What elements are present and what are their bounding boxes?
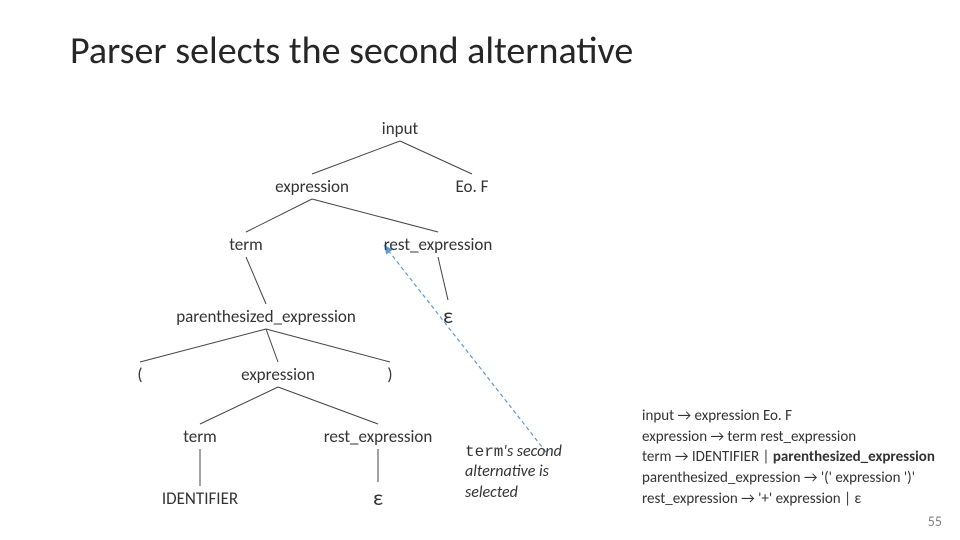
tree-node-rparen: ) [387, 364, 392, 385]
tree-node-lparen: ( [137, 364, 142, 385]
callout-caption: term's second alternative is selected [465, 442, 562, 503]
tree-node-eps1: ε [443, 302, 453, 329]
page-number: 55 [928, 513, 942, 530]
caption-l1: 's second [503, 442, 561, 461]
grammar-line: parenthesized_expression → '(' expressio… [642, 468, 935, 489]
tree-node-expression2: expression [241, 364, 315, 385]
grammar-line: rest_expression → '+' expression | ε [642, 489, 935, 510]
grammar-rules: input → expression Eo. Fexpression → ter… [642, 406, 935, 509]
tree-node-expression1: expression [275, 176, 349, 197]
grammar-line: input → expression Eo. F [642, 406, 935, 427]
tree-node-paren: parenthesized_expression [176, 306, 356, 327]
tree-node-term1: term [229, 234, 262, 255]
tree-node-identifier: IDENTIFIER [162, 488, 238, 509]
caption-l3: selected [465, 483, 518, 502]
tree-node-eof: Eo. F [456, 176, 489, 197]
grammar-line: term → IDENTIFIER | parenthesized_expres… [642, 447, 935, 468]
caption-code: term [465, 443, 503, 461]
tree-node-eps2: ε [373, 484, 383, 511]
tree-node-rest1: rest_expression [384, 234, 493, 255]
tree-node-input: input [382, 118, 418, 139]
slide-title: Parser selects the second alternative [70, 28, 633, 74]
caption-l2: alternative is [465, 462, 549, 481]
grammar-line: expression → term rest_expression [642, 427, 935, 448]
tree-node-rest2: rest_expression [324, 426, 433, 447]
tree-node-term2: term [183, 426, 216, 447]
